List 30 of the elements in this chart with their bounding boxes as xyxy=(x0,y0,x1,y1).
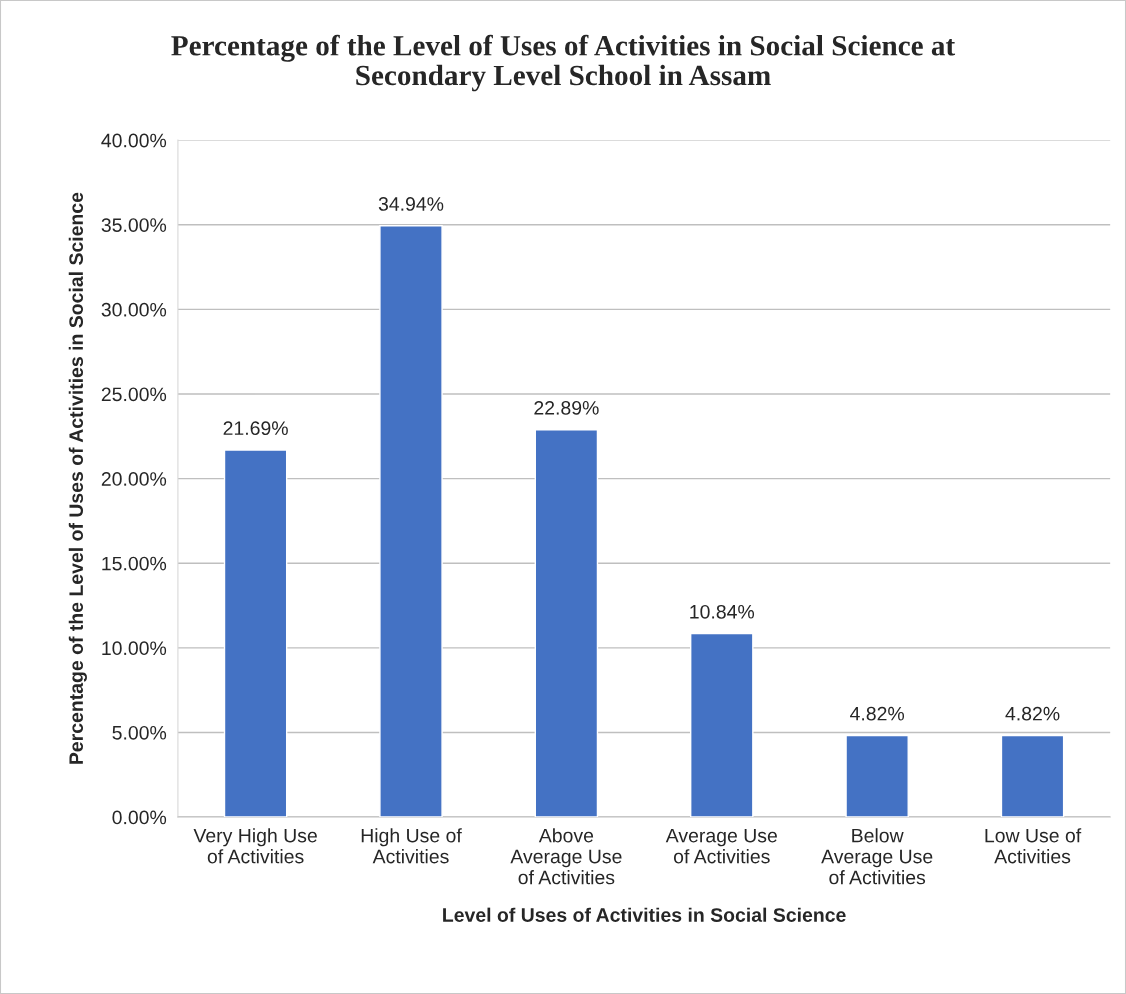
y-tick-label: 5.00% xyxy=(112,725,167,740)
y-tick-label: 25.00% xyxy=(101,387,167,402)
bar xyxy=(379,225,443,818)
y-tick-label: 35.00% xyxy=(101,218,167,233)
data-label: 4.82% xyxy=(1005,706,1060,721)
bar xyxy=(534,429,599,818)
y-tick-label: 10.00% xyxy=(102,641,167,656)
data-label: 21.69% xyxy=(223,421,288,436)
data-label: 4.82% xyxy=(850,706,905,721)
x-tick-label: Below Average Use of Activities xyxy=(821,828,933,885)
chart-title: Percentage of the Level of Uses of Activities in Social Science at Secondary Level School in Assam xyxy=(171,34,956,92)
data-label: 10.84% xyxy=(690,604,755,619)
y-axis-title: Percentage of the Level of Uses of Activities in Social Science xyxy=(68,192,87,764)
x-axis-title: Level of Uses of Activities in Social Science xyxy=(443,907,846,922)
x-tick-label: High Use of Activities xyxy=(361,828,462,864)
y-tick-label: 15.00% xyxy=(102,556,167,571)
y-tick-label: 30.00% xyxy=(101,302,167,317)
x-tick-label: Very High Use of Activities xyxy=(193,828,317,864)
x-tick-label: Average Use of Activities xyxy=(665,828,777,864)
bar xyxy=(1000,734,1065,818)
x-tick-label: Above Average Use of Activities xyxy=(510,828,622,885)
y-tick-label: 20.00% xyxy=(101,472,167,486)
data-label: 22.89% xyxy=(534,400,599,415)
y-tick-label: 40.00% xyxy=(101,133,167,148)
y-tick-label: 0.00% xyxy=(112,810,167,825)
bar xyxy=(845,734,909,818)
data-label: 34.94% xyxy=(378,197,444,211)
bar xyxy=(689,632,754,818)
x-tick-label: Low Use of Activities xyxy=(985,828,1082,864)
bar xyxy=(223,449,288,818)
